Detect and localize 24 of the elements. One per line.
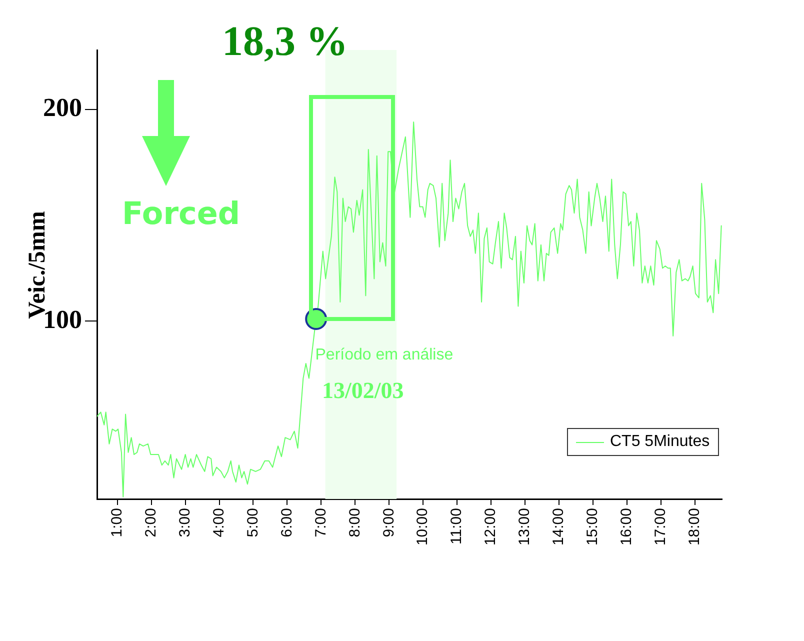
y-tick-label: 200: [43, 93, 82, 122]
x-tick-label: 8:00: [346, 508, 364, 538]
x-tick-label: 14:00: [550, 508, 568, 546]
x-tick-label: 7:00: [312, 508, 330, 538]
x-tick-label: 9:00: [380, 508, 398, 538]
x-tick-label: 18:00: [686, 508, 703, 546]
annotation: Forced: [122, 196, 240, 232]
x-tick-label: 5:00: [244, 508, 262, 538]
legend-label: CT5 5Minutes: [610, 433, 710, 451]
x-tick-label: 4:00: [210, 508, 228, 538]
x-tick-label: 15:00: [584, 508, 602, 546]
annotation: 13/02/03: [322, 378, 404, 404]
x-tick-label: 13:00: [516, 508, 534, 546]
x-tick-label: 3:00: [176, 508, 194, 538]
x-tick-label: 10:00: [414, 508, 432, 546]
x-tick-label: 1:00: [108, 508, 126, 538]
x-tick-label: 12:00: [482, 508, 500, 546]
x-tick-label: 17:00: [652, 508, 669, 546]
band-label: Período em análise: [315, 346, 454, 364]
x-tick-label: 16:00: [618, 508, 636, 546]
chart-title: 18,3 %: [221, 18, 349, 66]
x-tick-label: 11:00: [448, 508, 466, 544]
x-tick-label: 6:00: [278, 508, 296, 538]
x-tick-label: 2:00: [142, 508, 160, 538]
